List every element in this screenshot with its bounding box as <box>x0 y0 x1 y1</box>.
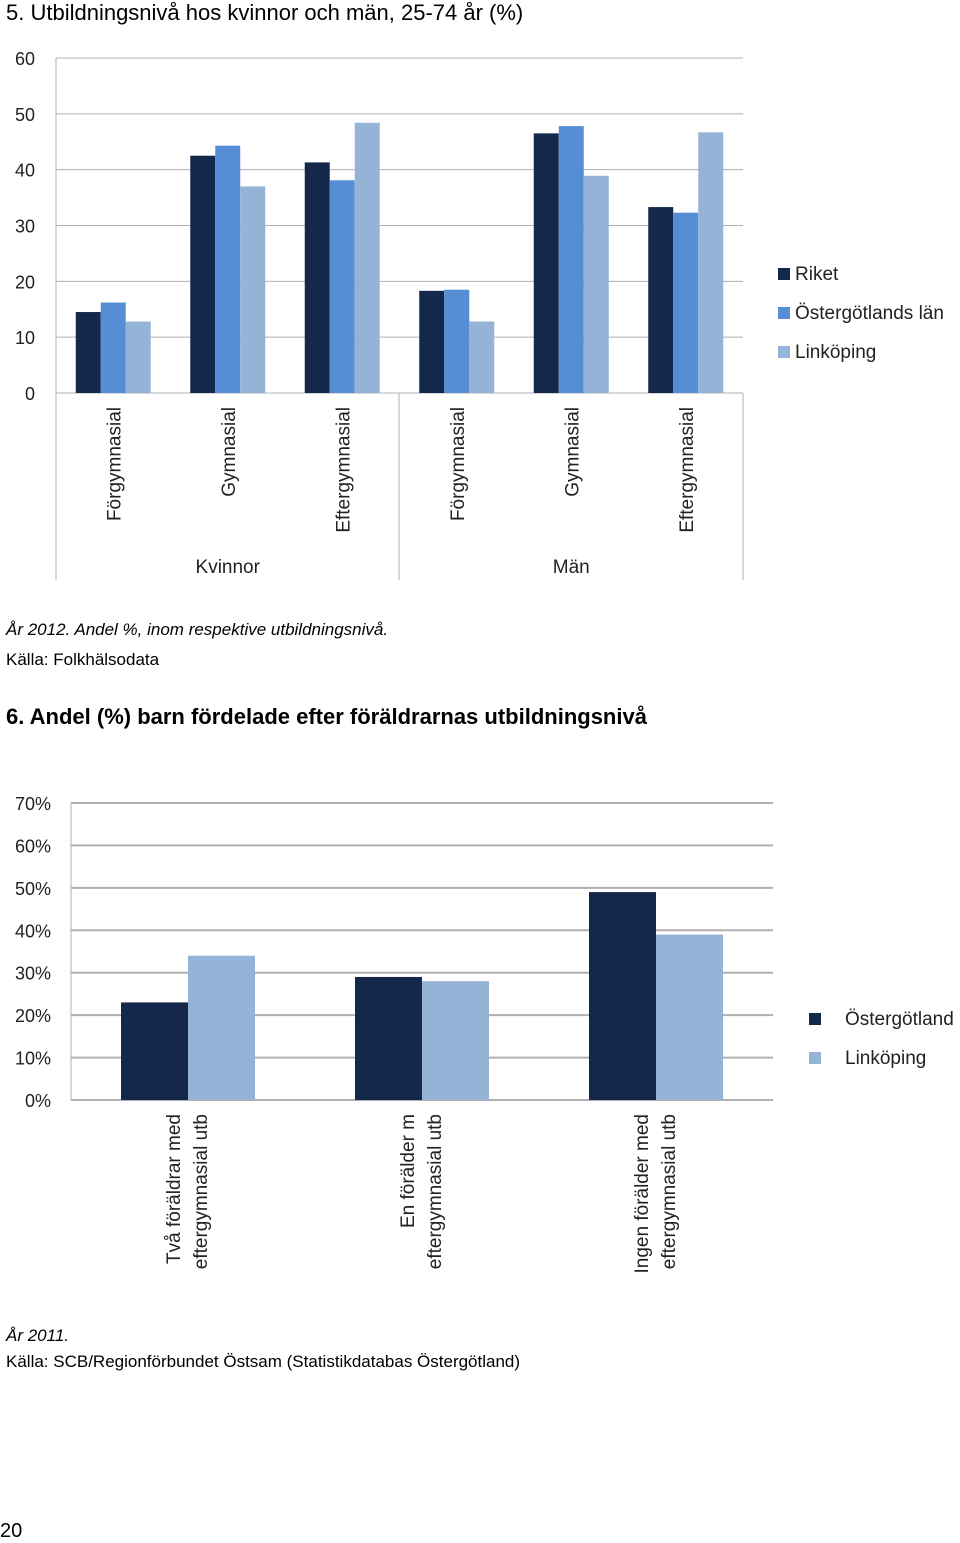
y-tick-label: 30% <box>15 964 51 984</box>
x-tick-label: Gymnasial <box>562 407 583 497</box>
y-tick-label: 60 <box>15 49 35 69</box>
bar <box>533 133 559 393</box>
bar <box>215 145 241 393</box>
y-tick-label: 70% <box>15 794 51 814</box>
bar <box>125 321 151 393</box>
y-tick-label: 20% <box>15 1006 51 1026</box>
bar <box>329 180 355 393</box>
bar <box>355 976 422 1100</box>
chart2-title: 6. Andel (%) barn fördelade efter föräld… <box>6 704 647 729</box>
x-tick-label: Gymnasial <box>219 407 240 497</box>
group-label: Män <box>553 557 590 578</box>
bar <box>121 1002 188 1100</box>
legend-label: Linköping <box>845 1048 926 1069</box>
chart1-note: År 2012. Andel %, inom respektive utbild… <box>6 620 389 639</box>
bar <box>444 289 470 393</box>
x-tick-label: Två föräldrar med <box>164 1114 185 1264</box>
y-tick-label: 0 <box>25 384 35 404</box>
y-tick-label: 20 <box>15 272 35 292</box>
legend-label: Östergötlands län <box>795 303 944 324</box>
legend-swatch <box>809 1013 821 1025</box>
chart1-title: 5. Utbildningsnivå hos kvinnor och män, … <box>6 0 524 25</box>
chart1-svg: 0 10 20 30 40 50 60 Förgymnasial Gymnasial Efterg… <box>15 49 944 580</box>
bar <box>673 212 699 393</box>
y-tick-label: 0% <box>25 1091 51 1111</box>
legend-label: Riket <box>795 264 839 285</box>
y-tick-label: 50% <box>15 879 51 899</box>
page-number: 20 <box>0 1520 23 1542</box>
x-tick-label: Eftergymnasial <box>677 407 698 533</box>
bar <box>190 155 216 393</box>
bar <box>240 186 266 393</box>
y-tick-label: 60% <box>15 836 51 856</box>
y-tick-label: 40% <box>15 921 51 941</box>
x-tick-label: Förgymnasial <box>448 407 469 521</box>
chart2-note: År 2011. <box>6 1326 70 1345</box>
bar <box>100 302 126 393</box>
chart1-source: Källa: Folkhälsodata <box>6 650 160 669</box>
group-label: Kvinnor <box>196 557 261 578</box>
bar <box>698 132 724 393</box>
x-tick-label: eftergymnasial utb <box>425 1114 446 1269</box>
bar <box>648 207 674 393</box>
bar <box>469 321 495 393</box>
legend-swatch <box>778 346 790 358</box>
x-tick-label: Eftergymnasial <box>333 407 354 533</box>
bar <box>656 934 723 1100</box>
x-tick-label: eftergymnasial utb <box>659 1114 680 1269</box>
y-tick-label: 30 <box>15 217 35 237</box>
y-tick-label: 40 <box>15 161 35 181</box>
x-tick-label: En förälder m <box>398 1114 419 1228</box>
bar <box>188 955 255 1100</box>
y-tick-label: 10 <box>15 328 35 348</box>
bar <box>589 892 656 1100</box>
bar <box>583 175 609 393</box>
legend-swatch <box>809 1052 821 1064</box>
bar <box>75 312 101 393</box>
chart2-source: Källa: SCB/Regionförbundet Östsam (Stati… <box>6 1352 521 1371</box>
bar <box>304 162 330 393</box>
y-tick-label: 10% <box>15 1049 51 1069</box>
bar <box>354 122 380 394</box>
y-tick-label: 50 <box>15 105 35 125</box>
bar <box>419 290 445 393</box>
x-tick-label: Ingen förälder med <box>632 1114 653 1274</box>
legend-swatch <box>778 307 790 319</box>
legend-swatch <box>778 268 790 280</box>
legend-label: Linköping <box>795 342 876 363</box>
x-tick-label: Förgymnasial <box>104 407 125 521</box>
bar <box>558 126 584 393</box>
x-tick-label: eftergymnasial utb <box>191 1114 212 1269</box>
bar <box>422 981 489 1100</box>
legend-label: Östergötland <box>845 1009 954 1030</box>
